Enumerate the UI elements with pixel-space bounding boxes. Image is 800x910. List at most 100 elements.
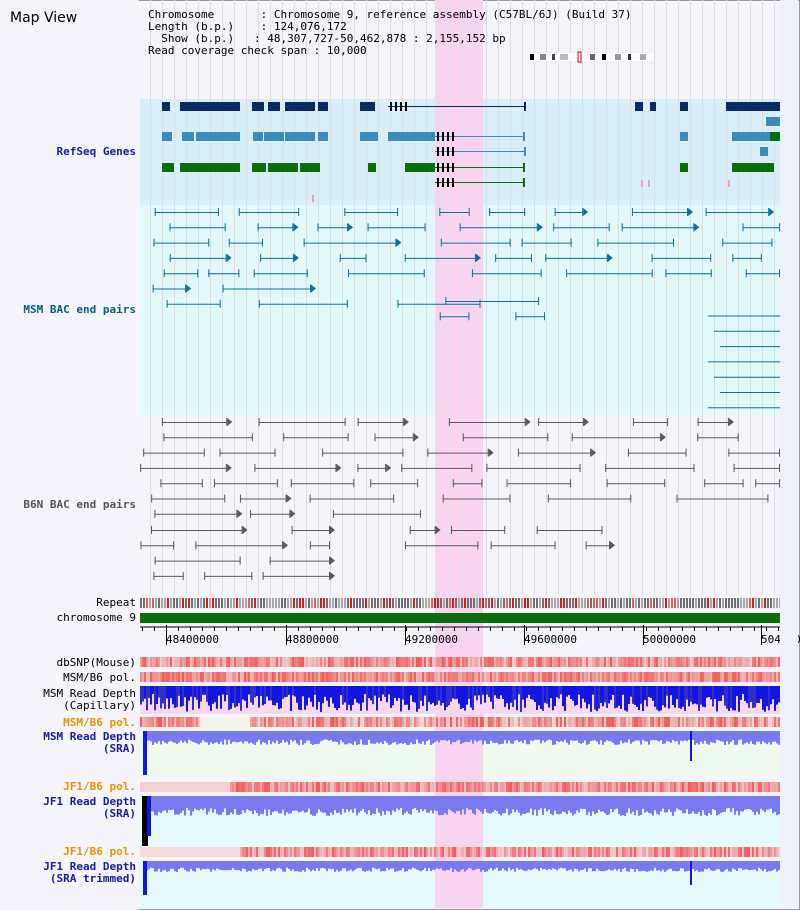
depth-bar (244, 861, 246, 870)
depth-bar (690, 796, 692, 814)
track-label-repeat[interactable]: Repeat (96, 596, 136, 609)
coverage-label: Read coverage check span (148, 44, 307, 57)
polymorphism-cell (148, 847, 150, 857)
bac-arrow (488, 448, 494, 457)
depth-bar (604, 861, 606, 871)
polymorphism-cell (650, 657, 652, 667)
depth-bar (692, 686, 694, 705)
polymorphism-cell (160, 672, 162, 682)
track-label-msm-read-depth-sra[interactable]: MSM Read Depth (SRA) (43, 730, 136, 755)
depth-bar (614, 861, 616, 869)
track-label-chromosome[interactable]: chromosome 9 (56, 611, 136, 624)
gene-exon (437, 147, 439, 156)
depth-bar (222, 731, 224, 745)
depth-bar (496, 796, 498, 812)
polymorphism-cell (720, 657, 722, 667)
track-label-msm-b6-pol-2[interactable]: MSM/B6 pol. (63, 716, 136, 729)
polymorphism-cell (460, 782, 462, 792)
repeat-mark (140, 598, 142, 608)
polymorphism-cell (388, 717, 390, 727)
polymorphism-cell (494, 717, 496, 727)
depth-bar (346, 731, 348, 745)
depth-bar (494, 796, 496, 811)
polymorphism-cell (268, 847, 270, 857)
polymorphism-cell (238, 672, 240, 682)
polymorphism-cell (564, 657, 566, 667)
depth-bar (470, 731, 472, 741)
polymorphism-cell (736, 782, 738, 792)
polymorphism-cell (540, 717, 542, 727)
polymorphism-cell (594, 657, 596, 667)
track-label-b6n-bac[interactable]: B6N BAC end pairs (23, 498, 136, 511)
depth-bar (382, 686, 384, 695)
repeat-mark (470, 598, 472, 608)
track-label-msm-read-depth-capillary[interactable]: MSM Read Depth (Capillary) (43, 687, 136, 712)
depth-bar (220, 861, 222, 871)
depth-bar (452, 686, 454, 699)
depth-bar (260, 686, 262, 697)
track-label-dbsnp[interactable]: dbSNP(Mouse) (56, 656, 136, 669)
polymorphism-cell (332, 847, 334, 857)
polymorphism-cell (172, 672, 174, 682)
depth-bar (298, 861, 300, 872)
bac-arrow (330, 526, 335, 534)
polymorphism-cell (468, 847, 470, 857)
repeat-mark (614, 598, 616, 608)
depth-bar (694, 796, 696, 814)
polymorphism-cell (684, 657, 686, 667)
depth-bar (332, 796, 334, 815)
polymorphism-cell (764, 847, 766, 857)
vertical-scrollbar[interactable] (780, 0, 798, 908)
depth-bar (338, 731, 340, 745)
polymorphism-cell (720, 717, 722, 727)
track-label-msm-b6-pol[interactable]: MSM/B6 pol. (63, 671, 136, 684)
depth-bar (622, 686, 624, 695)
polymorphism-cell (466, 782, 468, 792)
depth-bar (640, 731, 642, 745)
polymorphism-cell (650, 672, 652, 682)
polymorphism-cell (402, 672, 404, 682)
polymorphism-cell (446, 782, 448, 792)
polymorphism-cell (678, 847, 680, 857)
depth-bar (198, 731, 200, 745)
depth-bar (582, 796, 584, 810)
depth-bar (198, 686, 200, 709)
polymorphism-cell (674, 672, 676, 682)
polymorphism-cell (210, 847, 212, 857)
depth-spike (147, 796, 151, 836)
track-label-jf1-read-depth-trimmed[interactable]: JF1 Read Depth (SRA trimmed) (43, 860, 136, 885)
track-label-jf1-b6-pol-2[interactable]: JF1/B6 pol. (63, 845, 136, 858)
depth-bar (262, 861, 264, 872)
repeat-mark (155, 598, 157, 608)
track-label-jf1-b6-pol[interactable]: JF1/B6 pol. (63, 780, 136, 793)
track-label-msm-bac[interactable]: MSM BAC end pairs (23, 303, 136, 316)
depth-bar (170, 731, 172, 741)
gene-block (388, 132, 435, 141)
polymorphism-cell (768, 847, 770, 857)
depth-bar (226, 686, 228, 695)
depth-bar (298, 796, 300, 813)
polymorphism-cell (548, 782, 550, 792)
depth-bar (482, 686, 484, 695)
track-label-jf1-read-depth-sra[interactable]: JF1 Read Depth (SRA) (43, 795, 136, 820)
depth-bar (432, 686, 434, 703)
polymorphism-cell (206, 717, 208, 727)
polymorphism-cell (312, 847, 314, 857)
polymorphism-cell (692, 717, 694, 727)
polymorphism-cell (652, 847, 654, 857)
polymorphism-cell (384, 657, 386, 667)
polymorphism-cell (634, 657, 636, 667)
polymorphism-cell (302, 782, 304, 792)
depth-bar (696, 731, 698, 744)
polymorphism-cell (700, 717, 702, 727)
depth-bar (626, 861, 628, 872)
repeat-mark (677, 598, 679, 608)
polymorphism-cell (350, 672, 352, 682)
repeat-mark (548, 598, 550, 608)
depth-bar (384, 796, 386, 815)
polymorphism-cell (580, 717, 582, 727)
depth-bar (260, 731, 262, 745)
polymorphism-cell (552, 657, 554, 667)
track-label-refseq[interactable]: RefSeq Genes (56, 145, 136, 158)
